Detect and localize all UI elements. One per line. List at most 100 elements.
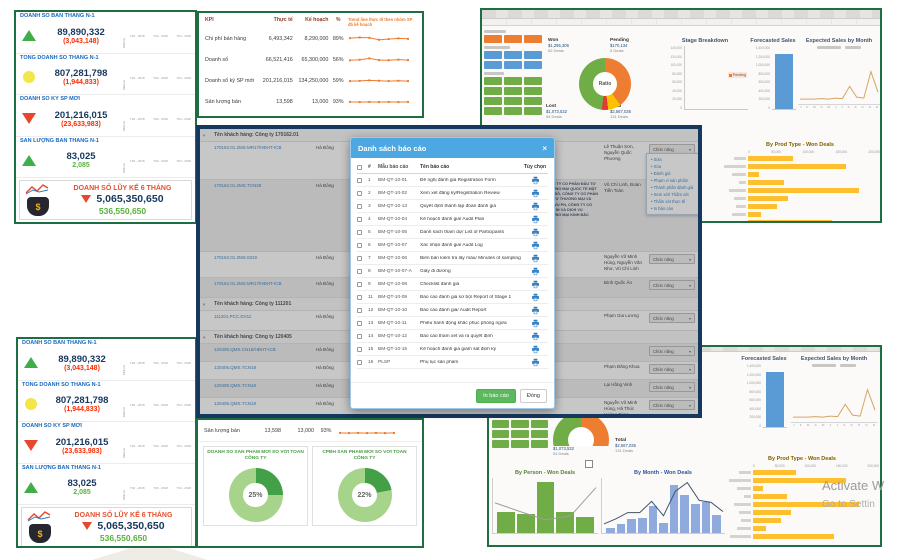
- row-checkbox[interactable]: [357, 203, 362, 209]
- printer-icon[interactable]: [531, 189, 540, 198]
- month-slicer-button[interactable]: [524, 107, 542, 115]
- month-slicer-button[interactable]: [484, 97, 502, 105]
- printer-icon[interactable]: [531, 306, 540, 315]
- quarter-slicer-button[interactable]: [484, 61, 502, 69]
- contract-code-link[interactable]: 120405.QMS.TCN18: [214, 401, 257, 406]
- actions-dropdown-button[interactable]: Chức năng ▾: [649, 400, 695, 410]
- printer-icon[interactable]: [531, 176, 540, 185]
- actions-dropdown-button[interactable]: Chức năng ▾: [649, 346, 695, 356]
- report-row: 1 BM-QT-10-01 Đề nghị đánh giá Registrat…: [357, 174, 548, 187]
- year-slicer-button[interactable]: [504, 35, 522, 43]
- row-checkbox[interactable]: [357, 320, 362, 326]
- printer-icon[interactable]: [531, 358, 540, 367]
- row-checkbox[interactable]: [357, 229, 362, 235]
- quarter-slicer-button[interactable]: [504, 61, 522, 69]
- row-checkbox[interactable]: [357, 333, 362, 339]
- month-slicer-button[interactable]: [492, 420, 510, 428]
- dropdown-menu-item[interactable]: Phạm vi sản phẩm: [647, 177, 698, 184]
- row-checkbox[interactable]: [357, 359, 362, 365]
- month-slicer-button[interactable]: [524, 77, 542, 85]
- printer-icon[interactable]: [531, 267, 540, 276]
- row-checkbox[interactable]: [357, 307, 362, 313]
- month-slicer-button[interactable]: [484, 107, 502, 115]
- kpi-card-delta: (23,633,983): [62, 447, 102, 455]
- dropdown-menu-item[interactable]: Đánh giá: [647, 170, 698, 177]
- quarter-slicer-button[interactable]: [484, 51, 502, 59]
- row-checkbox[interactable]: [357, 294, 362, 300]
- by-person-chart: By Person - Won Deals: [492, 470, 598, 534]
- contract-code-link[interactable]: 120405.QMS.CN15/HĐHT-ICB: [214, 347, 276, 352]
- month-slicer-button[interactable]: [524, 97, 542, 105]
- row-checkbox[interactable]: [357, 242, 362, 248]
- row-checkbox[interactable]: [357, 216, 362, 222]
- contract-code-link[interactable]: 170162.01.2MS.MR17/HĐHT-ICB: [214, 281, 282, 286]
- printer-icon[interactable]: [531, 319, 540, 328]
- month-slicer-button[interactable]: [504, 77, 522, 85]
- dropdown-menu-item[interactable]: Thẩm xét thực tế: [647, 198, 698, 205]
- contract-code-link[interactable]: 120405.QMS.TCN18: [214, 365, 257, 370]
- quarter-slicer-button[interactable]: [524, 61, 542, 69]
- contract-code-link[interactable]: 170162.01.2MS.MR17/HĐHT-ICB: [214, 145, 282, 150]
- chart-title: Expected Sales by Month: [805, 38, 873, 44]
- expand-caret-icon[interactable]: ▾: [203, 302, 206, 307]
- printer-icon[interactable]: [531, 345, 540, 354]
- printer-icon[interactable]: [531, 280, 540, 289]
- select-all-checkbox[interactable]: [357, 164, 362, 170]
- year-slicer-button[interactable]: [524, 35, 542, 43]
- month-slicer-button[interactable]: [492, 430, 510, 438]
- month-slicer-button[interactable]: [504, 87, 522, 95]
- dropdown-menu-item[interactable]: Xem xét/ Thẩm xét: [647, 191, 698, 198]
- row-checkbox[interactable]: [357, 281, 362, 287]
- close-icon[interactable]: ×: [542, 143, 547, 153]
- row-checkbox[interactable]: [357, 177, 362, 183]
- actions-dropdown-button[interactable]: Chức năng ▾: [649, 280, 695, 290]
- printer-icon[interactable]: [531, 241, 540, 250]
- month-slicer-button[interactable]: [504, 107, 522, 115]
- month-slicer-button[interactable]: [492, 440, 510, 448]
- row-checkbox[interactable]: [357, 268, 362, 274]
- printer-icon[interactable]: [531, 202, 540, 211]
- printer-icon[interactable]: [531, 332, 540, 341]
- month-slicer-button[interactable]: [484, 87, 502, 95]
- month-slicer-button[interactable]: [504, 97, 522, 105]
- contract-code-link[interactable]: 120405.QMS.TCN18: [214, 383, 257, 388]
- month-slicer-button[interactable]: [530, 420, 548, 428]
- printer-icon[interactable]: [531, 215, 540, 224]
- row-checkbox[interactable]: [357, 190, 362, 196]
- actions-dropdown-button[interactable]: Chức năng ▾: [649, 364, 695, 374]
- quarter-slicer-button[interactable]: [504, 51, 522, 59]
- contract-code-link[interactable]: 170162.01.2MS.0319: [214, 255, 258, 260]
- month-slicer-button[interactable]: [484, 77, 502, 85]
- printer-icon[interactable]: [531, 254, 540, 263]
- close-button[interactable]: Đóng: [519, 388, 547, 403]
- y-tick: 0: [680, 105, 682, 110]
- auditors-cell: Nguyễn Võ Minh Hùng, Nguyễn Văn Như, Vũ …: [604, 254, 643, 272]
- dropdown-menu-item[interactable]: Thành phần đánh giá: [647, 184, 698, 191]
- slicer-checkbox[interactable]: [585, 460, 593, 468]
- contract-code-link[interactable]: 170162.01.2MS.TCN28: [214, 183, 262, 188]
- printer-icon[interactable]: [531, 293, 540, 302]
- month-slicer-button[interactable]: [530, 440, 548, 448]
- expand-caret-icon[interactable]: ▾: [203, 133, 206, 138]
- month-slicer-button[interactable]: [511, 440, 529, 448]
- report-template-code: BM-QT-10-15: [378, 346, 408, 352]
- dropdown-menu-item[interactable]: Xóa: [647, 163, 698, 170]
- quarter-slicer-button[interactable]: [524, 51, 542, 59]
- dropdown-menu-item[interactable]: In báo cáo: [647, 205, 698, 212]
- print-report-button[interactable]: In báo cáo: [476, 388, 516, 403]
- row-checkbox[interactable]: [357, 346, 362, 352]
- row-checkbox[interactable]: [357, 255, 362, 261]
- month-slicer-button[interactable]: [530, 430, 548, 438]
- contract-code-link[interactable]: 111201.PCC.DV11: [214, 314, 252, 319]
- summary-label: DOANH SỐ LŨY KẾ 6 THÁNG: [74, 511, 173, 519]
- printer-icon[interactable]: [531, 228, 540, 237]
- actions-dropdown-button[interactable]: Chức năng ▾: [649, 313, 695, 323]
- dropdown-menu-item[interactable]: Sửa: [647, 156, 698, 163]
- actions-dropdown-button[interactable]: Chức năng ▾: [649, 382, 695, 392]
- year-slicer-button[interactable]: [484, 35, 502, 43]
- month-slicer-button[interactable]: [511, 430, 529, 438]
- month-slicer-button[interactable]: [524, 87, 542, 95]
- month-slicer-button[interactable]: [511, 420, 529, 428]
- actions-dropdown-button[interactable]: Chức năng ▾: [649, 254, 695, 264]
- expand-caret-icon[interactable]: ▾: [203, 335, 206, 340]
